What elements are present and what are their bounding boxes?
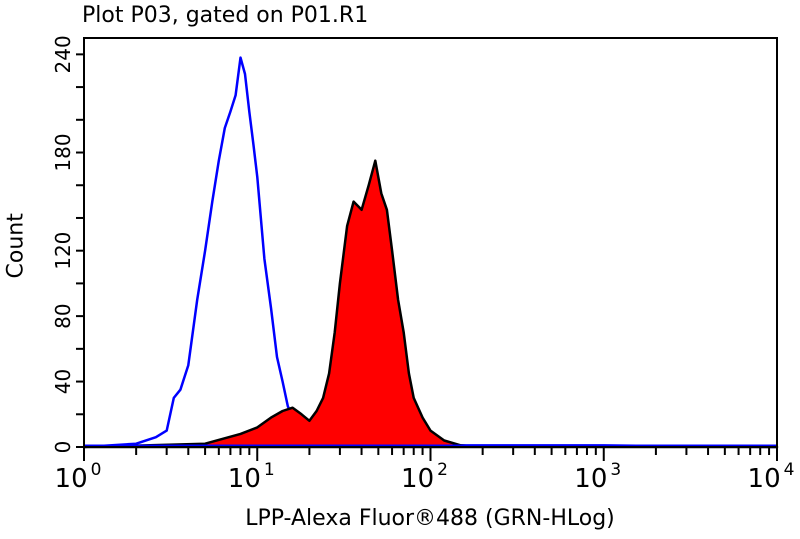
chart-title: Plot P03, gated on P01.R1 (82, 3, 369, 28)
x-axis-label: LPP-Alexa Fluor®488 (GRN-HLog) (245, 506, 615, 531)
y-tick-label: 180 (51, 133, 75, 171)
x-tick-label: 10 3 (574, 460, 621, 494)
x-tick-label: 10 4 (748, 460, 795, 494)
x-tick-label: 10 0 (55, 460, 102, 494)
y-tick-label: 40 (51, 369, 75, 394)
x-tick-label: 10 2 (401, 460, 448, 494)
y-tick-label: 120 (51, 232, 75, 270)
y-tick-label: 80 (51, 303, 75, 328)
series-filled-1 (82, 159, 779, 449)
plot-frame (83, 37, 778, 448)
y-tick-label: 240 (51, 35, 75, 73)
series-line-0 (83, 56, 778, 449)
y-tick-label: 0 (51, 441, 75, 454)
x-tick-label: 10 1 (228, 460, 275, 494)
